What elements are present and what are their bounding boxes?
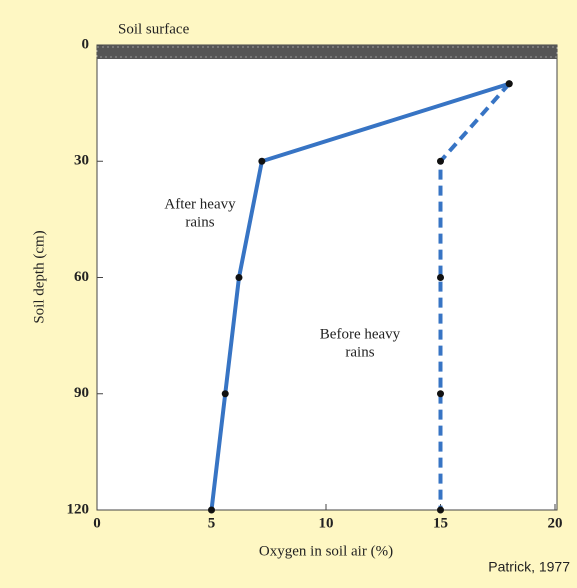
data-point: [437, 390, 444, 397]
series-label: After heavy: [164, 196, 236, 212]
chart: Soil surface Oxygen in soil air (%) Soil…: [0, 0, 577, 588]
data-point: [437, 507, 444, 514]
series-label: rains: [185, 214, 214, 230]
x-tick-label: 0: [93, 515, 101, 531]
plot-area: [97, 45, 557, 510]
series-label: Before heavy: [320, 326, 401, 342]
source: Patrick, 1977: [488, 559, 570, 575]
x-tick-label: 15: [433, 515, 448, 531]
y-tick-label: 90: [74, 385, 89, 401]
series-label: rains: [345, 344, 374, 360]
data-point: [208, 507, 215, 514]
y-tick-label: 60: [74, 269, 89, 285]
y-tick-label: 0: [82, 36, 90, 52]
x-tick-label: 10: [319, 515, 334, 531]
x-tick-label: 5: [208, 515, 216, 531]
data-point: [235, 274, 242, 281]
y-tick-label: 120: [67, 501, 90, 517]
data-point: [437, 274, 444, 281]
x-tick-label: 20: [548, 515, 563, 531]
data-point: [437, 158, 444, 165]
y-tick-label: 30: [74, 153, 89, 169]
data-point: [222, 390, 229, 397]
data-point: [506, 80, 513, 87]
y-axis-label: Soil depth (cm): [31, 230, 47, 323]
soil-surface-label: Soil surface: [118, 21, 190, 37]
data-point: [258, 158, 265, 165]
x-axis-label: Oxygen in soil air (%): [259, 543, 393, 559]
